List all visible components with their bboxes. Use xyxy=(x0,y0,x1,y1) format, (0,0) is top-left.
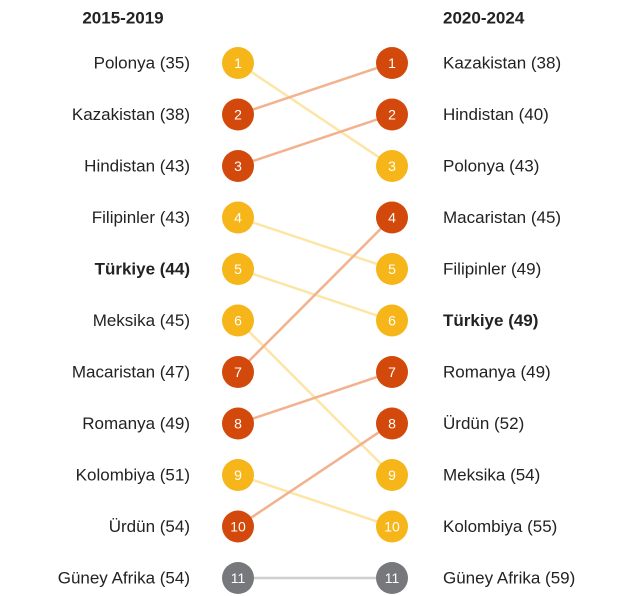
country-label: Polonya (35) xyxy=(94,54,190,73)
rank-circle xyxy=(376,201,408,234)
rank-label: 9 xyxy=(234,467,242,483)
rank-label: 10 xyxy=(230,519,246,535)
rank-label: 9 xyxy=(388,467,396,483)
rank-label: 1 xyxy=(388,55,396,71)
country-label: Macaristan (47) xyxy=(72,363,190,382)
country-label: Romanya (49) xyxy=(443,363,551,382)
rank-label: 3 xyxy=(388,158,396,174)
link xyxy=(237,216,393,373)
country-label: Polonya (43) xyxy=(443,157,539,176)
rank-label: 4 xyxy=(388,210,396,226)
rank-circle xyxy=(222,356,254,388)
rank-label: 1 xyxy=(234,55,242,71)
rank-circle xyxy=(376,253,408,285)
country-label: Macaristan (45) xyxy=(443,208,561,227)
rank-circle xyxy=(376,150,408,182)
rank-label: 6 xyxy=(388,313,396,329)
rank-circle xyxy=(222,47,254,79)
rank-circle xyxy=(376,304,408,337)
rank-label: 7 xyxy=(388,364,396,380)
rank-circle xyxy=(222,304,254,337)
rank-label: 11 xyxy=(231,570,246,586)
link xyxy=(237,370,393,425)
rank-circle xyxy=(376,510,408,543)
rank-circle xyxy=(376,47,408,79)
link xyxy=(237,113,393,168)
rank-circle xyxy=(376,407,408,440)
country-label: Hindistan (40) xyxy=(443,105,549,124)
country-label: Ürdün (52) xyxy=(443,414,524,433)
rank-circle xyxy=(222,253,254,285)
country-label: Kolombiya (51) xyxy=(76,466,190,485)
rank-label: 4 xyxy=(234,210,242,226)
country-label: Ürdün (54) xyxy=(109,517,190,536)
country-label: Güney Afrika (54) xyxy=(58,569,190,588)
country-label: Romanya (49) xyxy=(82,414,190,433)
rank-label: 6 xyxy=(234,313,242,329)
rank-circle xyxy=(376,356,408,388)
country-label: Filipinler (43) xyxy=(92,208,190,227)
rank-circle xyxy=(222,98,254,131)
rank-label: 5 xyxy=(388,261,396,277)
rank-circle xyxy=(222,562,254,594)
right-title: 2020-2024 xyxy=(443,9,525,28)
country-label: Hindistan (43) xyxy=(84,157,190,176)
country-label: Meksika (54) xyxy=(443,466,540,485)
link xyxy=(237,61,393,116)
country-label: Güney Afrika (59) xyxy=(443,569,575,588)
link xyxy=(237,473,393,528)
rank-circle xyxy=(222,201,254,234)
rank-label: 11 xyxy=(385,570,400,586)
country-label: Türkiye (49) xyxy=(443,311,538,330)
link xyxy=(237,422,393,528)
rank-label: 8 xyxy=(234,416,242,432)
country-label: Kolombiya (55) xyxy=(443,517,557,536)
rank-label: 10 xyxy=(384,519,400,535)
rank-circle xyxy=(222,407,254,440)
rank-circle xyxy=(376,562,408,594)
country-label: Filipinler (49) xyxy=(443,260,541,279)
rank-label: 7 xyxy=(234,364,242,380)
link xyxy=(237,216,393,271)
left-title: 2015-2019 xyxy=(82,9,163,28)
rank-label: 8 xyxy=(388,416,396,432)
country-label: Kazakistan (38) xyxy=(443,54,561,73)
rank-label: 2 xyxy=(234,107,242,123)
rank-circle xyxy=(376,98,408,131)
country-label: Türkiye (44) xyxy=(95,260,190,279)
rank-label: 2 xyxy=(388,107,396,123)
rank-circle xyxy=(222,510,254,543)
rank-label: 3 xyxy=(234,158,242,174)
link xyxy=(237,61,393,168)
rank-circle xyxy=(376,459,408,491)
country-label: Meksika (45) xyxy=(93,311,190,330)
rank-circle xyxy=(222,150,254,182)
country-label: Kazakistan (38) xyxy=(72,105,190,124)
rank-label: 5 xyxy=(234,261,242,277)
rank-circle xyxy=(222,459,254,491)
